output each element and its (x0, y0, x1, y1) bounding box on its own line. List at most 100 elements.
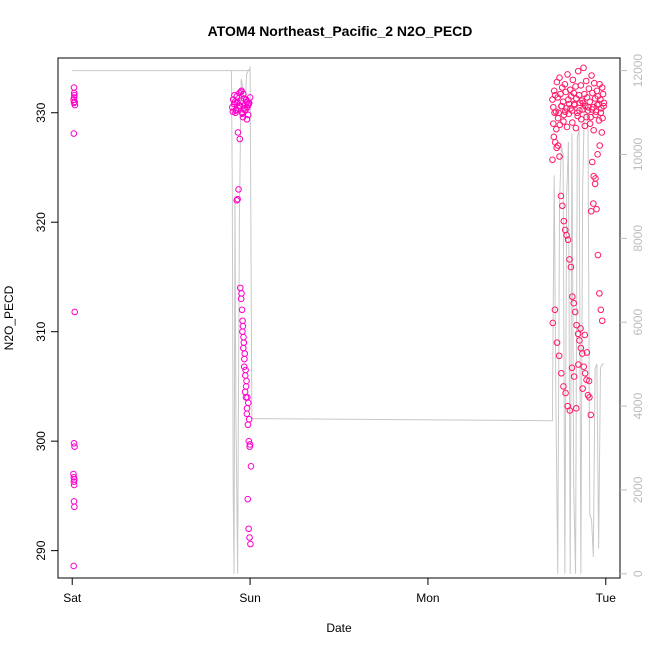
n2o-point-66 (240, 339, 248, 346)
n2o-point-7 (70, 440, 78, 447)
y-axis-left: 290 300 310 320 330 (34, 102, 58, 561)
y2-tick-label-5: 10000 (631, 137, 645, 171)
y2-tick-label-6: 12000 (631, 54, 645, 88)
n2o-point-107 (559, 98, 567, 106)
n2o-point-171 (579, 99, 587, 107)
n2o-point-67 (241, 350, 249, 357)
x-tick-label-0: Sat (63, 591, 82, 605)
n2o-point-45 (236, 135, 244, 143)
n2o-point-64 (238, 306, 246, 314)
n2o-point-80 (242, 383, 250, 390)
n2o-point-201 (573, 321, 580, 329)
n2o-point-161 (561, 108, 569, 115)
n2o-point-179 (593, 101, 601, 109)
x-axis-label: Date (326, 621, 352, 635)
n2o-point-69 (243, 377, 250, 385)
n2o-point-8 (71, 443, 78, 450)
n2o-point-87 (240, 363, 248, 371)
n2o-point-218 (597, 306, 605, 314)
n2o-point-158 (556, 121, 564, 129)
n2o-point-76 (239, 317, 246, 325)
n2o-point-164 (567, 105, 574, 112)
n2o-point-15 (70, 562, 77, 570)
n2o-point-46 (238, 87, 245, 95)
n2o-point-205 (579, 350, 586, 357)
n2o-point-153 (600, 99, 608, 107)
n2o-point-68 (242, 366, 249, 374)
n2o-point-236 (583, 349, 591, 356)
y-tick-label-2: 310 (34, 321, 48, 341)
n2o-point-53 (235, 102, 243, 110)
n2o-point-78 (241, 355, 248, 363)
n2o-point-180 (595, 117, 603, 124)
n2o-point-241 (594, 151, 601, 158)
n2o-point-232 (575, 361, 582, 368)
n2o-point-136 (585, 85, 593, 92)
n2o-point-195 (564, 236, 572, 244)
n2o-point-44 (234, 129, 242, 136)
n2o-point-215 (593, 205, 600, 213)
n2o-point-1 (71, 91, 78, 99)
n2o-point-221 (551, 306, 559, 314)
n2o-point-56 (241, 105, 248, 112)
n2o-point-194 (563, 232, 570, 239)
n2o-point-188 (554, 142, 562, 149)
n2o-points-layer (70, 64, 608, 570)
n2o-point-173 (583, 113, 590, 121)
n2o-point-112 (564, 71, 571, 78)
n2o-point-62 (236, 284, 244, 292)
n2o-point-190 (557, 192, 565, 200)
n2o-point-94 (247, 540, 254, 548)
n2o-point-151 (598, 84, 606, 91)
n2o-point-92 (245, 525, 252, 533)
n2o-point-243 (598, 129, 606, 136)
altitude-line (72, 66, 604, 574)
n2o-point-222 (553, 339, 561, 346)
n2o-point-211 (587, 411, 595, 419)
n2o-point-177 (590, 126, 597, 134)
n2o-point-165 (569, 119, 576, 126)
n2o-point-220 (549, 319, 557, 327)
n2o-point-234 (579, 385, 586, 392)
n2o-point-226 (562, 389, 569, 397)
n2o-point-197 (567, 263, 575, 271)
x-tick-label-3: Tue (596, 591, 617, 605)
n2o-point-115 (566, 86, 574, 94)
n2o-point-189 (556, 153, 563, 160)
n2o-point-13 (70, 498, 78, 505)
n2o-point-199 (570, 299, 578, 307)
n2o-point-103 (556, 74, 563, 82)
y-tick-label-3: 320 (34, 212, 48, 232)
n2o-point-203 (576, 337, 583, 344)
n2o-point-192 (560, 217, 568, 225)
n2o-point-160 (560, 118, 567, 125)
chart-title: ATOM4 Northeast_Pacific_2 N2O_PECD (208, 23, 473, 39)
n2o-point-230 (570, 373, 578, 380)
n2o-point-97 (550, 87, 558, 95)
y2-tick-label-2: 4000 (631, 392, 645, 419)
n2o-point-60 (234, 195, 241, 203)
n2o-point-75 (238, 290, 245, 297)
n2o-point-139 (588, 72, 595, 79)
n2o-point-5 (70, 130, 78, 137)
n2o-point-229 (568, 364, 576, 372)
n2o-point-79 (241, 372, 249, 379)
n2o-point-6 (71, 308, 79, 316)
n2o-point-52 (233, 98, 241, 106)
n2o-point-58 (244, 101, 252, 109)
n2o-point-152 (599, 90, 607, 98)
n2o-point-142 (590, 79, 598, 87)
n2o-point-104 (557, 90, 564, 98)
y-axis-label: N2O_PECD (2, 285, 16, 350)
n2o-point-83 (245, 437, 253, 445)
n2o-point-72 (245, 415, 253, 423)
n2o-point-4 (70, 89, 78, 97)
n2o-point-85 (239, 328, 246, 335)
n2o-point-135 (584, 107, 592, 114)
n2o-point-185 (550, 133, 558, 141)
n2o-point-121 (572, 83, 579, 90)
n2o-point-119 (570, 89, 578, 97)
n2o-point-202 (574, 330, 582, 338)
n2o-point-133 (582, 77, 590, 85)
